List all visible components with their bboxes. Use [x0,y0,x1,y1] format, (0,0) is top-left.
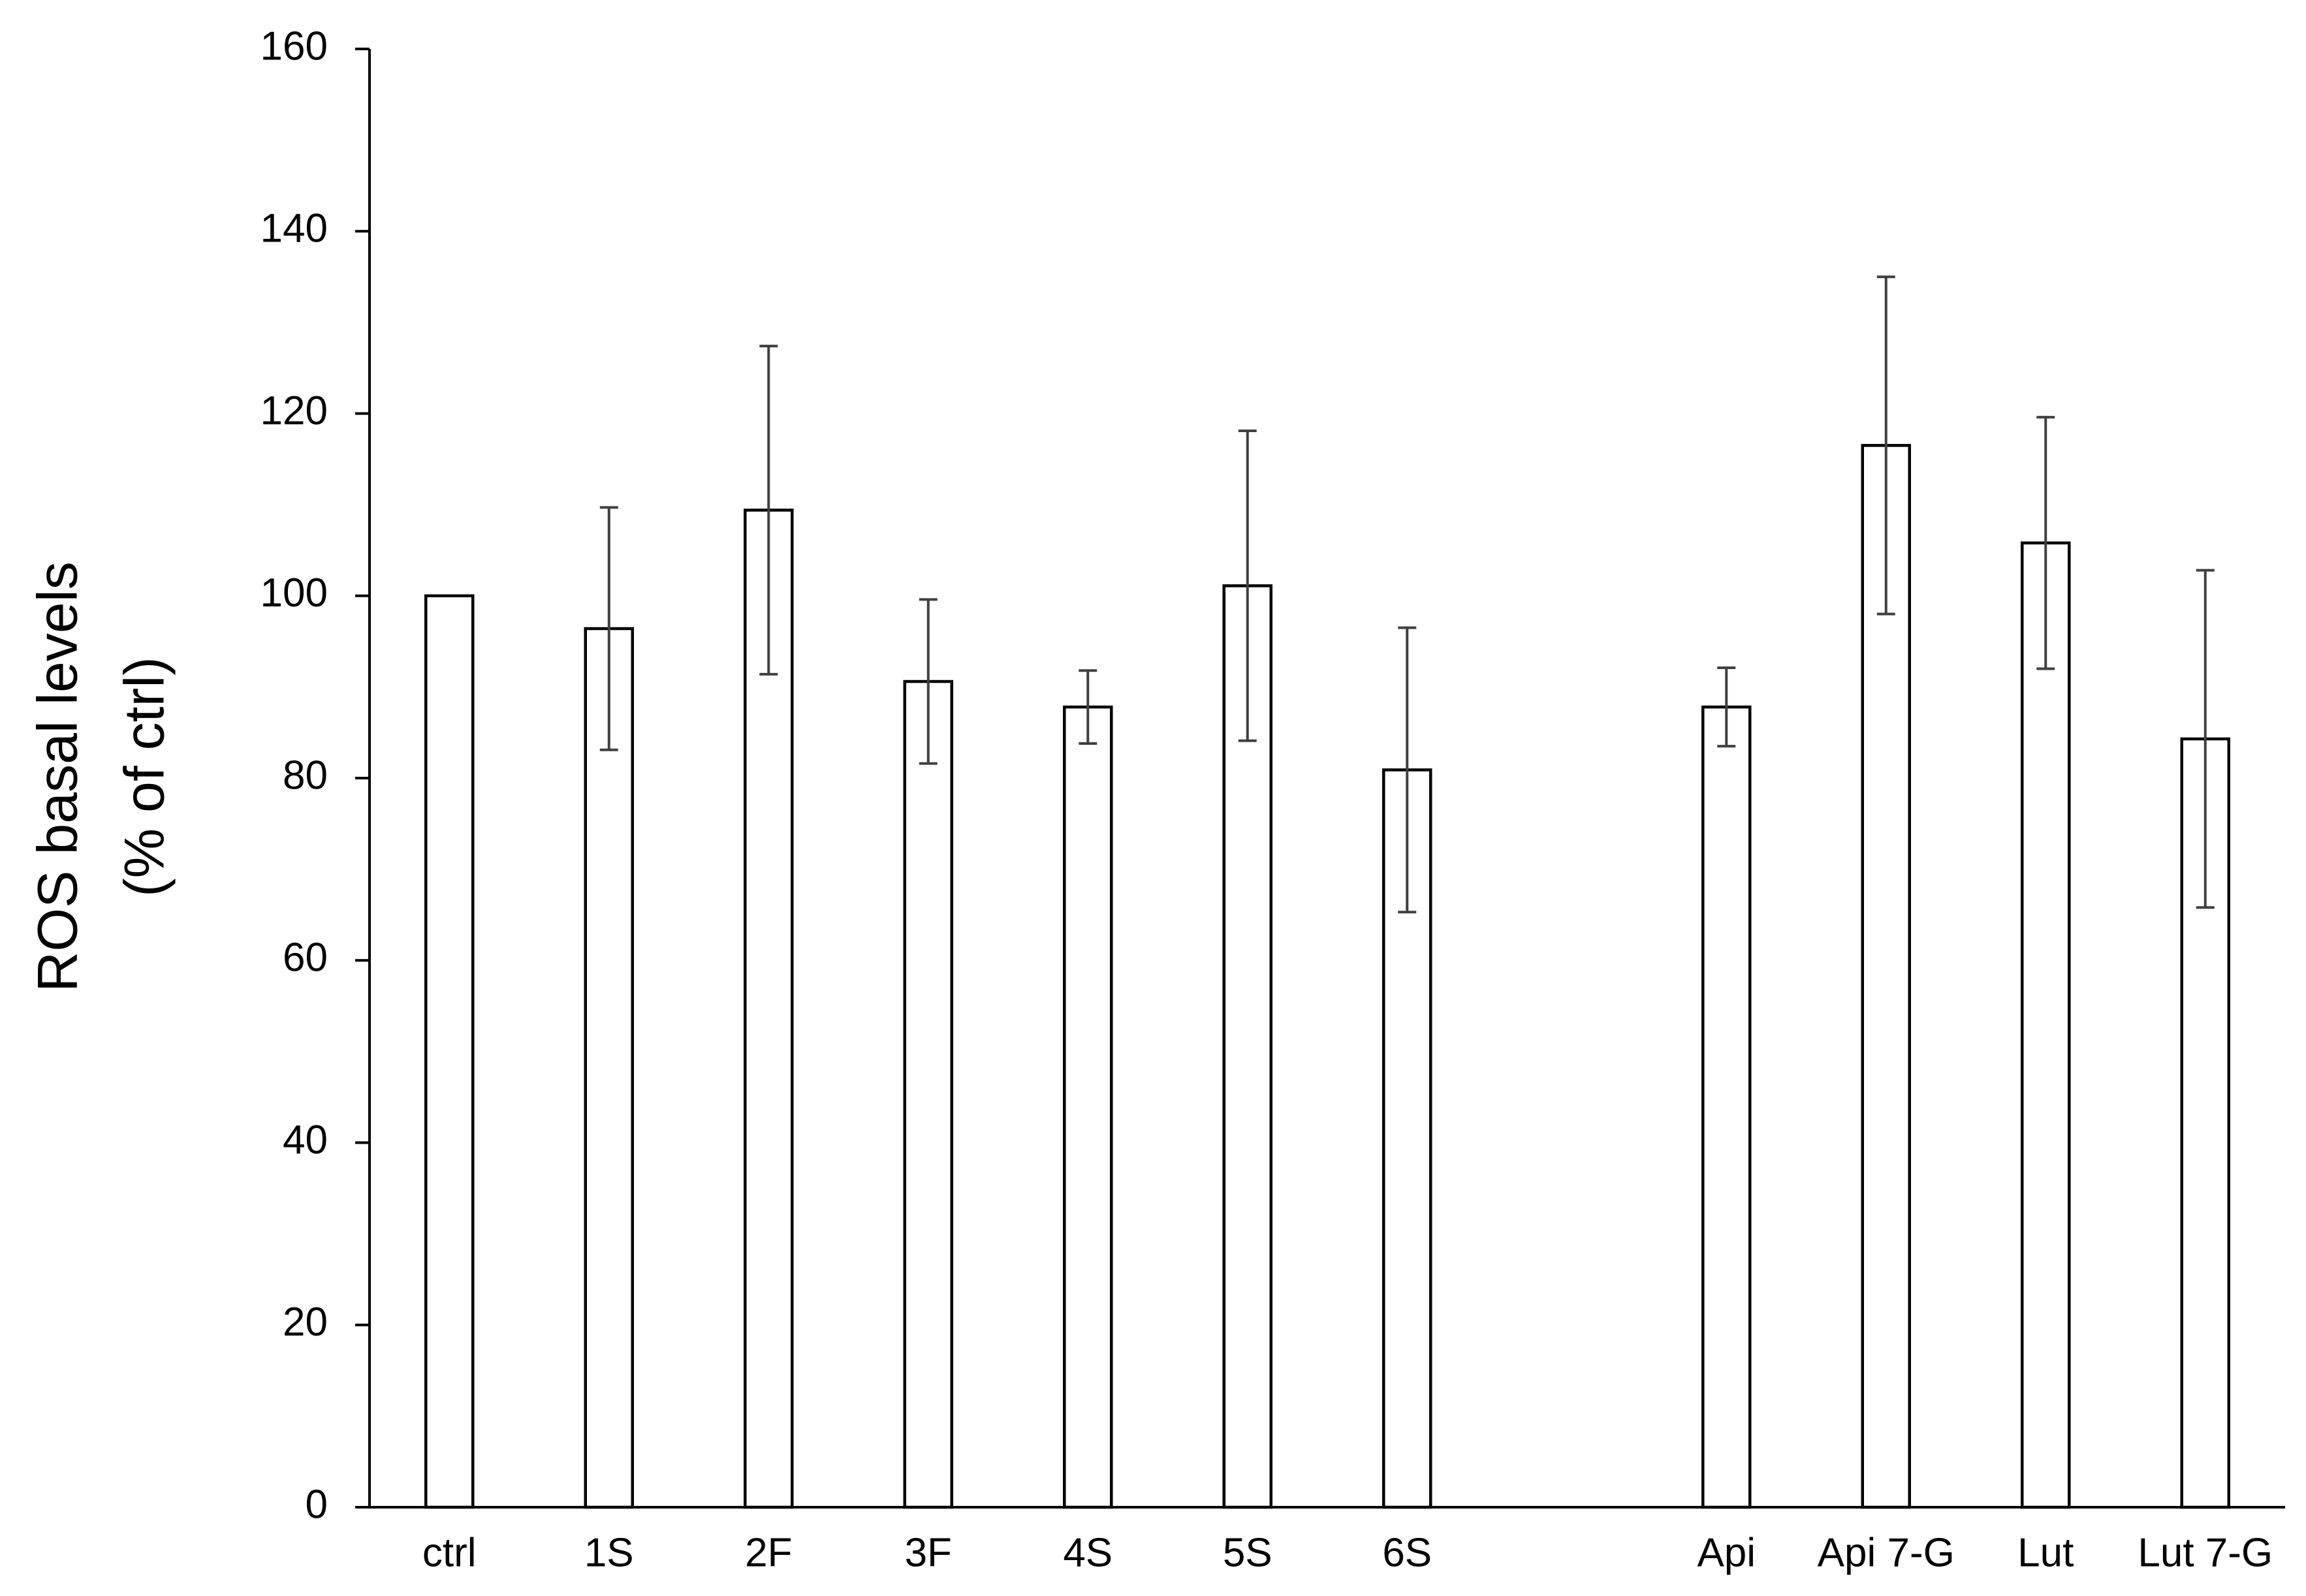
y-axis-title: (% of ctrl) [114,657,176,897]
y-tick-label: 20 [283,1300,328,1345]
bar [2021,541,2071,1509]
bar [903,680,953,1509]
error-bar [1398,626,1417,914]
y-tick-label: 40 [283,1118,328,1163]
x-tick-label: 4S [1063,1530,1113,1575]
error-bar [599,506,618,751]
bar [584,627,634,1509]
x-tick-label: Lut 7-G [2138,1530,2273,1575]
x-tick-label: 5S [1223,1530,1272,1575]
x-tick-label: Api [1697,1530,1756,1575]
y-tick-label: 120 [261,388,328,433]
bar [1063,705,1113,1509]
error-bar [1717,666,1736,748]
x-tick-label: Api 7-G [1818,1530,1955,1575]
y-tick-label: 80 [283,753,328,798]
error-bar [2196,569,2215,909]
error-bar [1079,669,1098,745]
error-bar [919,598,938,765]
y-axis-title: ROS basal levels [27,561,89,992]
error-bar [1876,275,1895,616]
y-tick-label: 60 [283,935,328,980]
x-tick-label: 1S [584,1530,634,1575]
x-tick-label: 6S [1382,1530,1432,1575]
x-tick-label: Lut [2017,1530,2074,1575]
error-bar [759,345,778,676]
bar [1701,705,1752,1509]
y-tick-label: 0 [306,1482,328,1527]
x-tick-label: 3F [905,1530,952,1575]
x-tick-label: ctrl [422,1530,477,1575]
y-tick-label: 140 [261,206,328,251]
bar [744,509,794,1509]
bar [1382,768,1432,1509]
error-bar [1238,430,1257,742]
x-tick-label: 2F [745,1530,792,1575]
bar [424,594,475,1509]
y-tick-label: 160 [261,23,328,69]
y-tick-label: 100 [261,571,328,616]
bar [1861,444,1911,1509]
error-bar [2036,416,2055,670]
